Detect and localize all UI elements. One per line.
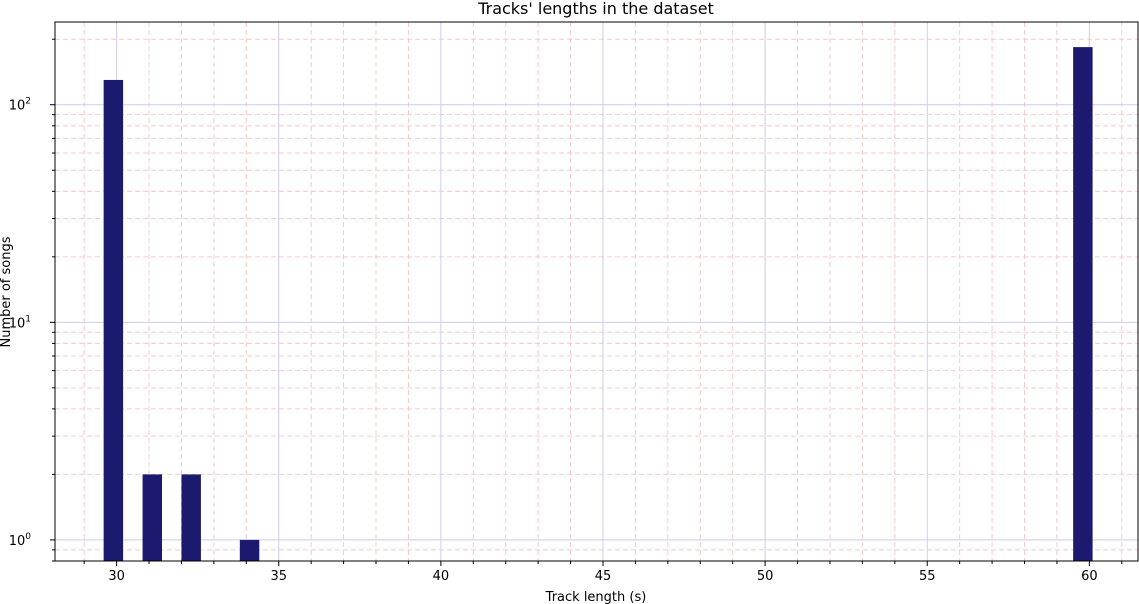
y-tick-label: 100 (9, 532, 32, 549)
bar (239, 539, 260, 561)
bar (181, 474, 201, 561)
bars-group (103, 47, 1093, 562)
bar (1073, 47, 1093, 562)
x-tick-label: 30 (108, 569, 125, 584)
chart-title: Tracks' lengths in the dataset (477, 0, 714, 18)
x-tick-label: 60 (1081, 569, 1098, 584)
minor-gridlines (55, 22, 1138, 562)
x-tick-label: 45 (595, 569, 612, 584)
bar (103, 79, 124, 562)
x-tick-label: 35 (270, 569, 287, 584)
x-tick-label: 50 (757, 569, 774, 584)
y-axis-label: Number of songs (0, 236, 14, 347)
bar (142, 474, 163, 561)
x-axis-label: Track length (s) (545, 590, 647, 604)
y-tick-label: 102 (9, 97, 31, 114)
x-tick-label: 40 (433, 569, 450, 584)
major-gridlines (55, 22, 1138, 561)
plot-frame (54, 21, 1139, 562)
x-tick-label: 55 (919, 569, 936, 584)
